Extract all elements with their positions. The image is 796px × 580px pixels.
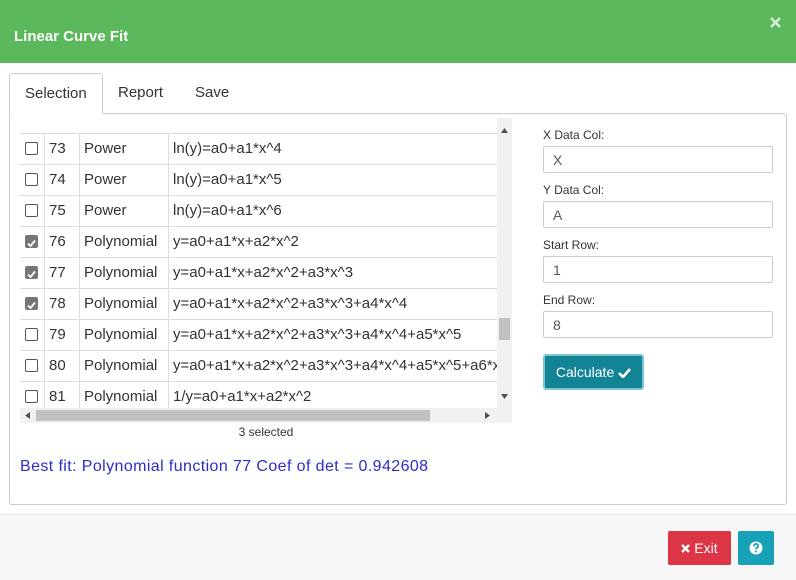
text-input[interactable]: A <box>543 201 773 228</box>
function-type: Polynomial <box>79 319 168 350</box>
row-number: 73 <box>44 133 79 164</box>
text-input[interactable]: X <box>543 146 773 173</box>
checkbox[interactable] <box>25 173 38 186</box>
header <box>0 0 796 63</box>
row-number: 81 <box>44 381 79 408</box>
tab[interactable]: Selection <box>9 73 103 114</box>
checkbox[interactable] <box>25 235 38 248</box>
formula: y=a0+a1*x+a2*x^2+a3*x^3 <box>168 257 497 288</box>
function-type: Power <box>79 133 168 164</box>
checkbox[interactable] <box>25 359 38 372</box>
row: 80 Polynomial y=a0+a1*x+a2*x^2+a3*x^3+a4*x… <box>20 350 497 382</box>
tab[interactable]: Save <box>195 84 230 101</box>
exit-button[interactable]: Exit <box>668 531 731 565</box>
function-type: Polynomial <box>79 381 168 408</box>
row: 77 Polynomial y=a0+a1*x+a2*x^2+a3*x^3 <box>20 257 497 289</box>
row-number: 78 <box>44 288 79 319</box>
function-type: Polynomial <box>79 257 168 288</box>
checkbox[interactable] <box>25 390 38 403</box>
footer <box>0 514 796 580</box>
function-type: Power <box>79 164 168 195</box>
row: 76 Polynomial y=a0+a1*x+a2*x^2 <box>20 226 497 258</box>
tab-panel <box>9 113 787 505</box>
row: 78 Polynomial y=a0+a1*x+a2*x^2+a3*x^3+a4*x… <box>20 288 497 320</box>
formula: y=a0+a1*x+a2*x^2+a3*x^3+a4*x^4+a5*x^5 <box>168 319 497 350</box>
formula: y=a0+a1*x+a2*x^2+a3*x^3+a4*x^4 <box>168 288 497 319</box>
row-number: 79 <box>44 319 79 350</box>
row <box>20 118 497 134</box>
formula: y=a0+a1*x+a2*x^2 <box>168 226 497 257</box>
checkbox[interactable] <box>25 266 38 279</box>
function-type: Polynomial <box>79 226 168 257</box>
checkbox[interactable] <box>25 297 38 310</box>
selection-count: 3 selected <box>238 425 294 439</box>
calculate-button[interactable]: Calculate <box>543 354 644 390</box>
function-type: Power <box>79 195 168 226</box>
checkbox[interactable] <box>25 142 38 155</box>
row: 79 Polynomial y=a0+a1*x+a2*x^2+a3*x^3+a4*x… <box>20 319 497 351</box>
button-label: Calculate <box>555 364 615 380</box>
text-input[interactable]: 8 <box>543 311 773 338</box>
close-button[interactable] <box>770 17 781 28</box>
row-number: 77 <box>44 257 79 288</box>
result-text: Best fit: Polynomial function 77 Coef of… <box>20 458 429 475</box>
table: 73 Power ln(y)=a0+a1*x^4 74 Power ln(y)=a0+a1… <box>20 118 497 408</box>
row-number: 74 <box>44 164 79 195</box>
row: 81 Polynomial 1/y=a0+a1*x+a2*x^2 <box>20 381 497 408</box>
h-scrollbar[interactable] <box>20 408 512 423</box>
checkbox[interactable] <box>25 204 38 217</box>
checkbox[interactable] <box>25 328 38 341</box>
row-number: 76 <box>44 226 79 257</box>
formula: ln(y)=a0+a1*x^4 <box>168 133 497 164</box>
row-number: 75 <box>44 195 79 226</box>
formula: ln(y)=a0+a1*x^5 <box>168 164 497 195</box>
title: Linear Curve Fit <box>14 28 129 45</box>
field-label: End Row: <box>543 293 596 307</box>
function-type: Polynomial <box>79 350 168 381</box>
field-label: X Data Col: <box>543 128 605 142</box>
row: 75 Power ln(y)=a0+a1*x^6 <box>20 195 497 227</box>
row: 73 Power ln(y)=a0+a1*x^4 <box>20 133 497 165</box>
row: 74 Power ln(y)=a0+a1*x^5 <box>20 164 497 196</box>
function-type: Polynomial <box>79 288 168 319</box>
field-label: Y Data Col: <box>543 183 605 197</box>
help-button[interactable] <box>738 531 774 565</box>
field-label: Start Row: <box>543 238 600 252</box>
row-number: 80 <box>44 350 79 381</box>
formula: ln(y)=a0+a1*x^6 <box>168 195 497 226</box>
tab[interactable]: Report <box>118 84 164 101</box>
v-scrollbar[interactable] <box>497 118 512 408</box>
text-input[interactable]: 1 <box>543 256 773 283</box>
button-label: Exit <box>694 540 718 556</box>
formula: y=a0+a1*x+a2*x^2+a3*x^3+a4*x^4+a5*x^5+a6… <box>168 350 497 381</box>
formula: 1/y=a0+a1*x+a2*x^2 <box>168 381 497 408</box>
